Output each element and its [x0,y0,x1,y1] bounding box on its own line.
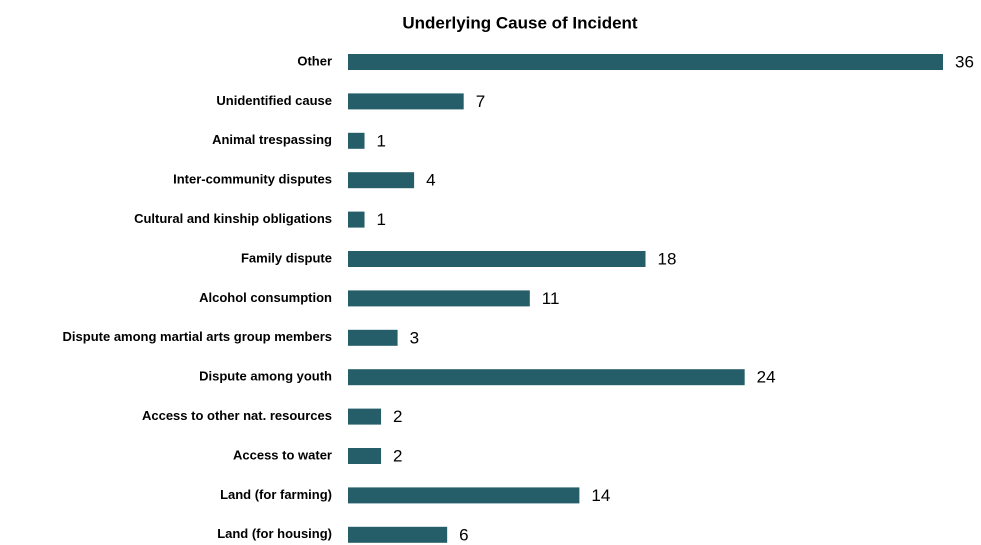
bar [348,290,530,307]
bar [348,172,415,189]
data-label: 36 [955,52,974,71]
bar [348,487,580,504]
y-tick-label: Dispute among youth [199,369,332,384]
y-tick-label: Land (for housing) [217,526,332,541]
data-label: 7 [476,92,485,111]
bar [348,93,464,110]
chart-title: Underlying Cause of Incident [402,13,638,32]
y-tick-label: Alcohol consumption [199,290,332,305]
data-label: 14 [591,486,610,505]
bar [348,329,398,346]
y-tick-label: Unidentified cause [216,93,332,108]
data-label: 24 [757,368,776,387]
bar [348,54,943,70]
y-tick-label: Other [297,53,332,68]
data-label: 1 [377,210,386,229]
bar [348,132,365,149]
data-label: 4 [426,171,435,190]
data-label: 18 [658,249,677,268]
data-label: 6 [459,525,468,544]
y-tick-label: Access to other nat. resources [142,408,332,423]
data-label: 11 [542,289,560,308]
data-label: 2 [393,446,402,465]
bar [348,369,745,386]
y-tick-label: Cultural and kinship obligations [134,211,332,226]
y-tick-label: Land (for farming) [220,487,332,502]
y-tick-label: Family dispute [241,250,332,265]
bar [348,408,382,425]
bar [348,211,365,228]
data-label: 3 [410,328,419,347]
data-label: 1 [377,131,386,150]
y-tick-label: Inter-community disputes [173,172,332,187]
bar [348,448,382,464]
bar [348,526,448,543]
y-tick-label: Dispute among martial arts group members [63,329,332,344]
y-tick-label: Animal trespassing [212,132,332,147]
bar [348,251,646,267]
data-label: 2 [393,407,402,426]
y-tick-label: Access to water [233,447,332,462]
